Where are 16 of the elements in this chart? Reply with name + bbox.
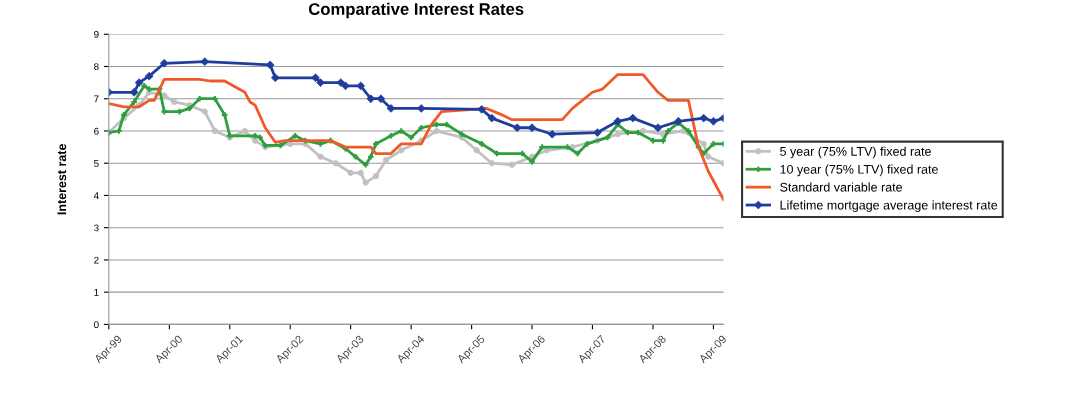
chart-title: Comparative Interest Rates (308, 2, 524, 19)
y-tick-label: 7 (94, 95, 99, 103)
y-tick-label: 3 (94, 224, 99, 232)
y-tick-label: 6 (94, 127, 99, 135)
legend-label: 10 year (75% LTV) fixed rate (780, 164, 938, 177)
y-tick-label: 2 (94, 256, 99, 264)
legend-label: Standard variable rate (780, 182, 902, 192)
legend-label: 5 year (75% LTV) fixed rate (780, 146, 931, 159)
y-tick-label: 5 (94, 160, 99, 167)
legend-label: Lifetime mortgage average interest rate (780, 200, 998, 213)
y-tick-label: 4 (93, 192, 99, 199)
y-axis-title: Interest rate (57, 143, 67, 215)
y-tick-label: 0 (94, 321, 99, 329)
y-tick-label: 1 (94, 289, 99, 296)
y-tick-label: 8 (94, 63, 99, 71)
y-tick-label: 9 (94, 30, 99, 38)
